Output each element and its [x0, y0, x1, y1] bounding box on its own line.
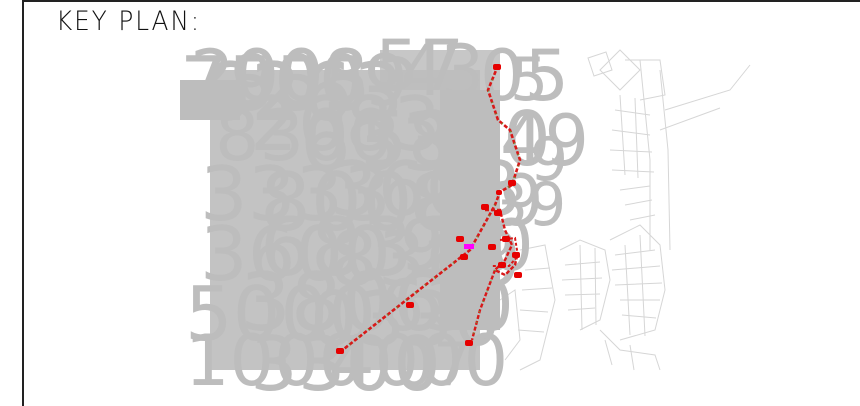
route-marker-icon	[498, 262, 506, 268]
route-marker-icon	[512, 252, 520, 258]
frame-top-border	[22, 0, 860, 2]
route-marker-icon	[456, 236, 464, 242]
svg-text:9: 9	[530, 125, 568, 195]
route-marker-icon	[493, 64, 501, 70]
key-plan-title: KEY PLAN:	[56, 6, 201, 37]
route-marker-icon	[465, 340, 473, 346]
route-marker-icon	[514, 272, 522, 278]
svg-text:5: 5	[510, 45, 548, 115]
route-marker-icon	[336, 348, 344, 354]
route-markers	[336, 64, 522, 354]
route-marker-icon	[460, 254, 468, 260]
route-marker-icon	[508, 180, 516, 186]
route-marker-icon	[494, 210, 502, 216]
route-marker-icon	[481, 204, 489, 210]
route-marker-icon	[496, 190, 502, 195]
basemap-streets	[499, 49, 751, 371]
route-marker-icon	[502, 236, 510, 242]
svg-text:39: 39	[490, 170, 566, 240]
frame-left-border	[22, 0, 24, 406]
route-marker-icon	[406, 302, 414, 308]
overlapping-label-cluster: 7555 2008 6263 9009 57 4 3 05 5 8300 268…	[180, 25, 589, 406]
route-marker-icon	[488, 244, 496, 250]
magenta-marker-icon	[464, 244, 474, 249]
